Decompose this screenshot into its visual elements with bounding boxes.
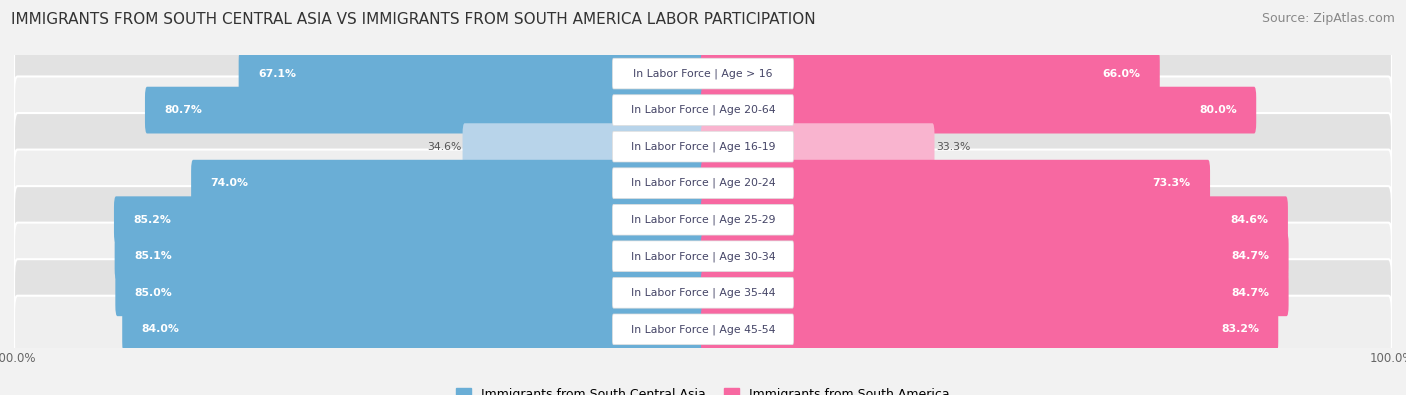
Text: 66.0%: 66.0% bbox=[1102, 69, 1140, 79]
Text: IMMIGRANTS FROM SOUTH CENTRAL ASIA VS IMMIGRANTS FROM SOUTH AMERICA LABOR PARTIC: IMMIGRANTS FROM SOUTH CENTRAL ASIA VS IM… bbox=[11, 12, 815, 27]
Text: In Labor Force | Age 30-34: In Labor Force | Age 30-34 bbox=[631, 251, 775, 261]
Text: 84.7%: 84.7% bbox=[1232, 288, 1270, 298]
FancyBboxPatch shape bbox=[14, 223, 1392, 290]
FancyBboxPatch shape bbox=[463, 123, 704, 170]
FancyBboxPatch shape bbox=[115, 269, 704, 316]
FancyBboxPatch shape bbox=[702, 196, 1288, 243]
FancyBboxPatch shape bbox=[191, 160, 704, 207]
FancyBboxPatch shape bbox=[613, 314, 793, 345]
FancyBboxPatch shape bbox=[239, 50, 704, 97]
FancyBboxPatch shape bbox=[115, 233, 704, 280]
FancyBboxPatch shape bbox=[702, 87, 1256, 134]
Text: In Labor Force | Age 20-24: In Labor Force | Age 20-24 bbox=[631, 178, 775, 188]
Text: 83.2%: 83.2% bbox=[1220, 324, 1258, 334]
Text: In Labor Force | Age 45-54: In Labor Force | Age 45-54 bbox=[631, 324, 775, 335]
Text: 80.7%: 80.7% bbox=[165, 105, 202, 115]
Text: In Labor Force | Age 25-29: In Labor Force | Age 25-29 bbox=[631, 214, 775, 225]
FancyBboxPatch shape bbox=[702, 123, 935, 170]
FancyBboxPatch shape bbox=[702, 160, 1211, 207]
Text: 73.3%: 73.3% bbox=[1153, 178, 1191, 188]
Text: 74.0%: 74.0% bbox=[211, 178, 249, 188]
FancyBboxPatch shape bbox=[114, 196, 704, 243]
Legend: Immigrants from South Central Asia, Immigrants from South America: Immigrants from South Central Asia, Immi… bbox=[451, 383, 955, 395]
Text: In Labor Force | Age 35-44: In Labor Force | Age 35-44 bbox=[631, 288, 775, 298]
FancyBboxPatch shape bbox=[14, 259, 1392, 326]
Text: In Labor Force | Age > 16: In Labor Force | Age > 16 bbox=[633, 68, 773, 79]
Text: 85.1%: 85.1% bbox=[134, 251, 172, 261]
FancyBboxPatch shape bbox=[613, 58, 793, 89]
FancyBboxPatch shape bbox=[613, 95, 793, 126]
FancyBboxPatch shape bbox=[702, 233, 1289, 280]
FancyBboxPatch shape bbox=[702, 269, 1289, 316]
FancyBboxPatch shape bbox=[613, 204, 793, 235]
Text: 34.6%: 34.6% bbox=[427, 142, 461, 152]
Text: In Labor Force | Age 16-19: In Labor Force | Age 16-19 bbox=[631, 141, 775, 152]
Text: In Labor Force | Age 20-64: In Labor Force | Age 20-64 bbox=[631, 105, 775, 115]
Text: 84.7%: 84.7% bbox=[1232, 251, 1270, 261]
Text: 84.6%: 84.6% bbox=[1230, 215, 1268, 225]
Text: 33.3%: 33.3% bbox=[936, 142, 970, 152]
Text: 84.0%: 84.0% bbox=[142, 324, 180, 334]
FancyBboxPatch shape bbox=[14, 296, 1392, 363]
FancyBboxPatch shape bbox=[14, 77, 1392, 144]
Text: 85.0%: 85.0% bbox=[135, 288, 173, 298]
FancyBboxPatch shape bbox=[145, 87, 704, 134]
FancyBboxPatch shape bbox=[14, 113, 1392, 180]
FancyBboxPatch shape bbox=[613, 168, 793, 199]
FancyBboxPatch shape bbox=[122, 306, 704, 353]
FancyBboxPatch shape bbox=[14, 40, 1392, 107]
FancyBboxPatch shape bbox=[613, 241, 793, 272]
FancyBboxPatch shape bbox=[702, 306, 1278, 353]
FancyBboxPatch shape bbox=[613, 277, 793, 308]
FancyBboxPatch shape bbox=[702, 50, 1160, 97]
FancyBboxPatch shape bbox=[613, 131, 793, 162]
FancyBboxPatch shape bbox=[14, 186, 1392, 253]
Text: 85.2%: 85.2% bbox=[134, 215, 172, 225]
FancyBboxPatch shape bbox=[14, 150, 1392, 217]
Text: 67.1%: 67.1% bbox=[257, 69, 295, 79]
Text: Source: ZipAtlas.com: Source: ZipAtlas.com bbox=[1261, 12, 1395, 25]
Text: 80.0%: 80.0% bbox=[1199, 105, 1237, 115]
